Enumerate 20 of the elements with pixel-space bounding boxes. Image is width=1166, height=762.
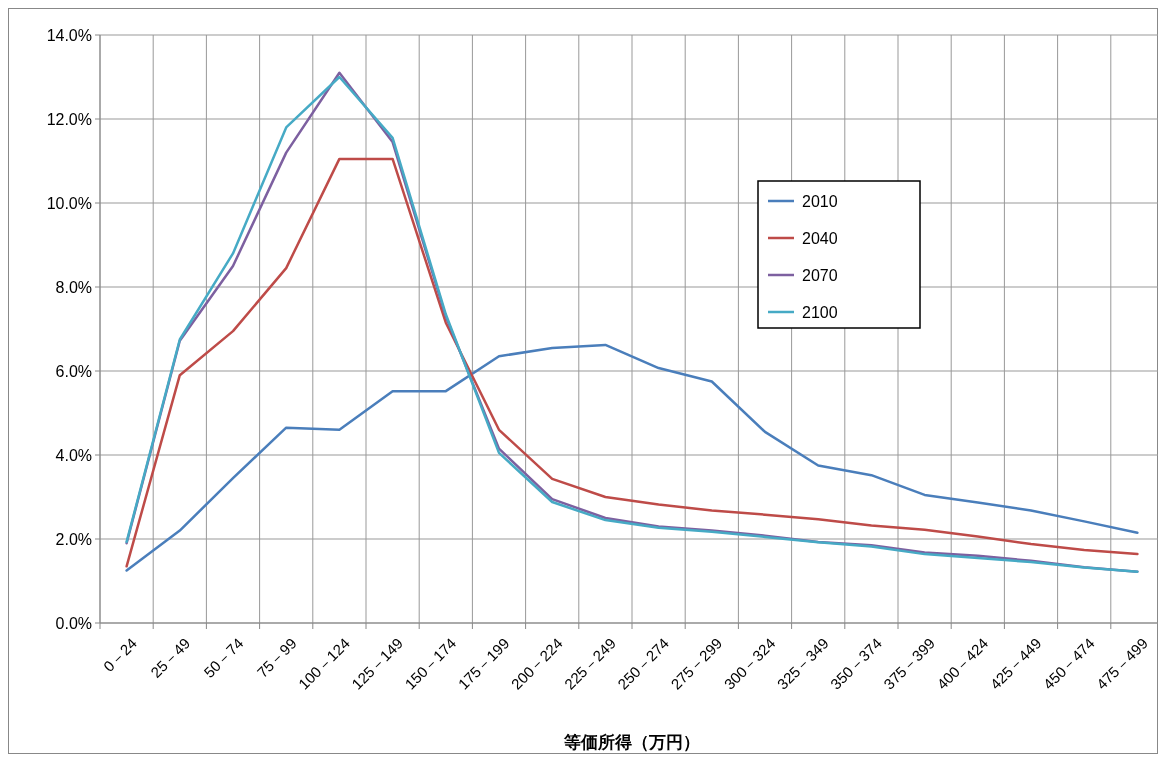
x-tick-label: 400－424: [933, 634, 992, 693]
legend-label: 2100: [802, 303, 838, 321]
y-tick-label: 2.0%: [55, 530, 92, 548]
legend-label: 2010: [802, 192, 838, 210]
y-tick-label: 4.0%: [55, 446, 92, 464]
y-tick-label: 10.0%: [46, 194, 92, 212]
y-tick-label: 12.0%: [46, 110, 92, 128]
x-tick-label: 300－324: [720, 634, 779, 693]
x-tick-label: 25－49: [147, 634, 194, 681]
y-tick-label: 6.0%: [55, 362, 92, 380]
x-tick-label: 50－74: [200, 634, 247, 681]
y-tick-label: 14.0%: [46, 26, 92, 44]
legend-label: 2070: [802, 266, 838, 284]
y-tick-label: 8.0%: [55, 278, 92, 296]
x-tick-label: 150－174: [401, 634, 460, 693]
legend-label: 2040: [802, 229, 838, 247]
y-tick-label: 0.0%: [55, 614, 92, 632]
x-axis-title: 等価所得（万円）: [563, 733, 700, 752]
x-tick-label: 0－24: [99, 634, 141, 675]
x-tick-label: 75－99: [253, 634, 300, 681]
